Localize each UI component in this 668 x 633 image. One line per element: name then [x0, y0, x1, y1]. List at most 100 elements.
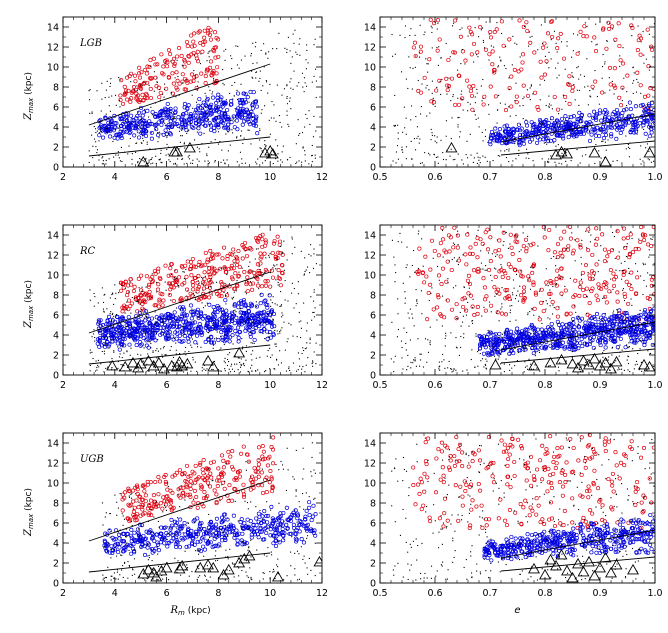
- thick-disk-point: [639, 84, 642, 87]
- halo-star-point: [242, 163, 243, 164]
- halo-star-point: [165, 132, 166, 133]
- halo-star-point: [622, 116, 623, 117]
- y-tick-label: 4: [53, 123, 59, 134]
- halo-star-point: [631, 35, 632, 36]
- halo-star-point: [221, 308, 222, 309]
- halo-star-point: [112, 314, 113, 315]
- halo-star-point: [483, 140, 484, 141]
- halo-star-point: [144, 317, 145, 318]
- thick-disk-point: [185, 40, 188, 43]
- halo-star-point: [531, 36, 532, 37]
- halo-star-point: [251, 122, 252, 123]
- halo-star-point: [220, 347, 221, 348]
- halo-star-point: [273, 368, 274, 369]
- halo-star-point: [265, 160, 266, 161]
- halo-star-point: [166, 135, 167, 136]
- thick-disk-point: [417, 89, 420, 92]
- halo-star-point: [506, 138, 507, 139]
- halo-star-point: [404, 127, 405, 128]
- halo-star-point: [305, 59, 306, 60]
- halo-star-point: [269, 120, 270, 121]
- halo-star-point: [650, 101, 651, 102]
- halo-star-point: [140, 303, 141, 304]
- halo-star-point: [459, 117, 460, 118]
- halo-star-point: [224, 112, 225, 113]
- halo-star-point: [239, 362, 240, 363]
- halo-star-point: [642, 127, 643, 128]
- halo-star-point: [293, 307, 294, 308]
- halo-star-point: [111, 294, 112, 295]
- halo-star-point: [211, 369, 212, 370]
- halo-star-point: [433, 154, 434, 155]
- halo-star-point: [90, 89, 91, 90]
- thick-disk-point: [252, 271, 255, 274]
- halo-star-point: [432, 81, 433, 82]
- halo-star-point: [524, 26, 525, 27]
- halo-star-point: [118, 155, 119, 156]
- halo-star-point: [89, 162, 90, 163]
- halo-star-point: [184, 278, 185, 279]
- halo-star-point: [301, 328, 302, 329]
- halo-star-point: [473, 162, 474, 163]
- halo-star-point: [217, 125, 218, 126]
- thin-disk-point: [600, 119, 603, 122]
- halo-star-point: [115, 154, 116, 155]
- halo-star-point: [285, 350, 286, 351]
- halo-star-point: [144, 161, 145, 162]
- halo-star-point: [555, 68, 556, 69]
- halo-star-point: [221, 162, 222, 163]
- thick-disk-point: [555, 277, 558, 280]
- halo-star-point: [287, 103, 288, 104]
- halo-star-point: [95, 128, 96, 129]
- halo-star-point: [287, 159, 288, 160]
- thick-disk-point: [547, 249, 550, 252]
- halo-star-point: [248, 109, 249, 110]
- halo-star-point: [293, 363, 294, 364]
- halo-star-point: [90, 370, 91, 371]
- thin-disk-point: [235, 119, 238, 122]
- halo-star-point: [613, 161, 614, 162]
- halo-star-point: [651, 162, 652, 163]
- thick-disk-point: [594, 49, 597, 52]
- thick-disk-point: [207, 296, 210, 299]
- halo-star-point: [296, 162, 297, 163]
- halo-star-point: [460, 63, 461, 64]
- thick-disk-point: [493, 30, 496, 33]
- thick-disk-point: [185, 275, 188, 278]
- thick-disk-point: [507, 276, 510, 279]
- halo-star-point: [515, 115, 516, 116]
- halo-star-point: [184, 272, 185, 273]
- thin-disk-point: [241, 123, 244, 126]
- halo-star-point: [411, 105, 412, 106]
- plot-area: [89, 26, 317, 166]
- thick-disk-point: [192, 32, 195, 35]
- halo-star-point: [211, 278, 212, 279]
- halo-star-point: [634, 72, 635, 73]
- thick-disk-point: [626, 302, 629, 305]
- halo-star-point: [313, 268, 314, 269]
- halo-star-point: [453, 94, 454, 95]
- halo-star-point: [97, 131, 98, 132]
- halo-star-point: [272, 320, 273, 321]
- halo-star-point: [227, 292, 228, 293]
- thick-disk-point: [619, 104, 622, 107]
- thick-disk-point: [191, 257, 194, 260]
- thin-disk-point: [147, 346, 150, 349]
- halo-star-point: [111, 339, 112, 340]
- halo-star-point: [255, 42, 256, 43]
- halo-star-point: [312, 366, 313, 367]
- thick-disk-point: [563, 230, 566, 233]
- halo-star-point: [275, 139, 276, 140]
- halo-star-point: [440, 140, 441, 141]
- halo-star-point: [394, 95, 395, 96]
- halo-star-point: [211, 317, 212, 318]
- thick-disk-point: [494, 95, 497, 98]
- halo-star-point: [264, 272, 265, 273]
- halo-star-point: [117, 368, 118, 369]
- thick-disk-point: [186, 81, 189, 84]
- halo-star-point: [396, 151, 397, 152]
- thin-disk-point: [204, 340, 207, 343]
- thin-disk-point: [209, 128, 212, 131]
- halo-star-point: [304, 91, 305, 92]
- halo-star-point: [181, 159, 182, 160]
